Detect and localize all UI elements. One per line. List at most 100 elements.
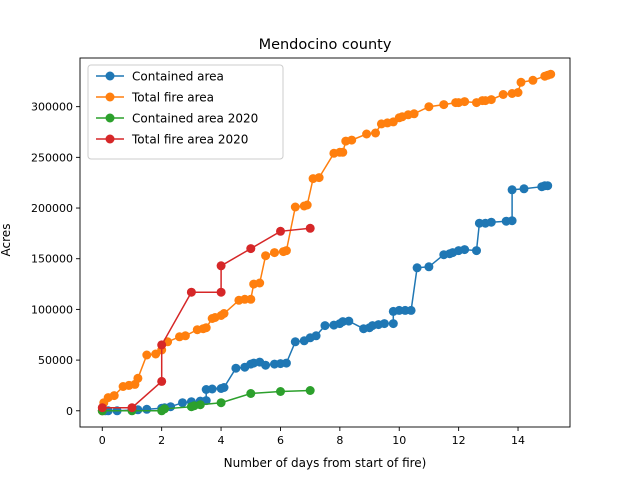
series-3: [97, 223, 315, 413]
data-point: [195, 400, 205, 410]
x-tick-label: 6: [277, 434, 284, 447]
data-point: [127, 403, 137, 413]
data-point: [379, 319, 389, 329]
y-tick-label: 0: [66, 405, 73, 418]
data-point: [109, 391, 119, 401]
data-point: [314, 173, 324, 183]
data-point: [216, 287, 226, 297]
data-point: [216, 398, 226, 408]
legend: Contained area Total fire area Contained a…: [87, 64, 284, 160]
x-axis-label: Number of days from start of fire): [224, 456, 427, 470]
data-point: [231, 363, 241, 373]
y-tick-label: 200000: [31, 202, 73, 215]
data-point: [507, 216, 517, 226]
data-point: [320, 321, 330, 331]
data-point: [281, 358, 291, 368]
y-tick-label: 150000: [31, 253, 73, 266]
legend-item: Total fire area: [96, 91, 214, 105]
data-point: [160, 404, 170, 414]
data-point: [409, 109, 419, 119]
data-point: [406, 305, 416, 315]
x-tick-label: 8: [336, 434, 343, 447]
data-point: [460, 245, 470, 255]
data-point: [305, 223, 315, 233]
data-point: [507, 185, 517, 195]
data-point: [486, 95, 496, 105]
x-tick-label: 14: [511, 434, 525, 447]
y-tick-label: 300000: [31, 101, 73, 114]
x-tick-label: 0: [99, 434, 106, 447]
data-point: [270, 248, 279, 258]
y-tick-label: 250000: [31, 151, 73, 164]
data-point: [424, 262, 434, 272]
data-point: [261, 360, 271, 370]
data-point: [513, 88, 523, 97]
y-axis: 0 50000 100000 150000 200000 250000 300000: [31, 101, 80, 418]
data-point: [412, 263, 422, 273]
data-point: [519, 184, 529, 194]
legend-marker: [105, 92, 115, 102]
legend-label: Total fire area: [131, 91, 214, 105]
data-point: [439, 100, 449, 110]
data-point: [516, 77, 526, 87]
data-point: [543, 181, 553, 191]
legend-label: Total fire area 2020: [131, 133, 248, 147]
data-point: [362, 129, 372, 139]
legend-label: Contained area 2020: [132, 112, 258, 126]
legend-item: Total fire area 2020: [96, 133, 248, 147]
plot-area: [79, 57, 571, 428]
data-point: [142, 404, 152, 414]
data-point: [472, 246, 481, 256]
data-point: [424, 102, 434, 112]
data-point: [344, 316, 354, 326]
data-point: [133, 373, 143, 383]
x-tick-label: 10: [392, 434, 406, 447]
x-axis: 0 2 4 6 8 10 12 14: [99, 427, 525, 447]
data-point: [219, 383, 229, 392]
chart-title: Mendocino county: [259, 37, 392, 53]
legend-item: Contained area 2020: [96, 112, 258, 126]
data-point: [290, 337, 300, 347]
data-point: [371, 128, 380, 138]
data-point: [219, 309, 229, 318]
x-tick-label: 4: [218, 434, 225, 447]
x-tick-label: 12: [452, 434, 466, 447]
data-point: [246, 244, 256, 254]
y-tick-label: 50000: [38, 354, 73, 367]
data-point: [246, 389, 256, 398]
legend-label: Contained area: [132, 70, 224, 84]
data-point: [216, 261, 226, 271]
y-tick-label: 100000: [31, 303, 73, 316]
data-point: [347, 135, 357, 145]
data-point: [178, 398, 187, 408]
data-point: [97, 403, 107, 413]
data-point: [276, 226, 285, 236]
data-point: [255, 278, 265, 288]
series-1: [97, 69, 556, 416]
data-point: [498, 90, 508, 99]
y-axis-label: Acres: [0, 224, 13, 257]
legend-marker: [105, 134, 115, 144]
data-point: [142, 350, 152, 360]
data-point: [276, 387, 285, 396]
data-point: [207, 384, 217, 394]
data-point: [528, 75, 538, 85]
data-point: [460, 97, 470, 107]
data-point: [180, 331, 190, 341]
legend-item: Contained area: [96, 70, 224, 84]
data-point: [281, 246, 291, 256]
data-point: [261, 251, 271, 261]
data-point: [157, 376, 167, 386]
axes-frame: [79, 57, 571, 428]
data-point: [546, 69, 556, 79]
data-point: [157, 340, 167, 350]
series-line: [102, 227, 311, 409]
data-point: [305, 386, 315, 395]
legend-box: [87, 64, 284, 160]
data-point: [338, 147, 348, 157]
data-point: [388, 319, 398, 329]
data-point: [311, 331, 321, 341]
x-tick-label: 2: [158, 434, 165, 447]
data-point: [186, 287, 196, 297]
